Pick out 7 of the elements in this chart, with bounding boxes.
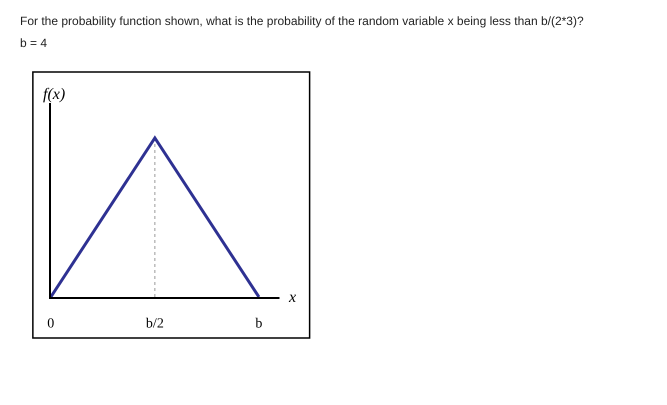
y-axis-title: f(x) (43, 86, 66, 103)
x-axis-title: x (288, 289, 296, 306)
chart-title: For the probability function shown, what is the probability of the random variable x being less than b/(2*3)? (20, 14, 584, 28)
x-tick-label: b (255, 316, 262, 332)
chart-subtitle: b = 4 (20, 36, 48, 50)
x-tick-label: b/2 (146, 316, 164, 332)
x-tick-label: 0 (47, 316, 54, 332)
